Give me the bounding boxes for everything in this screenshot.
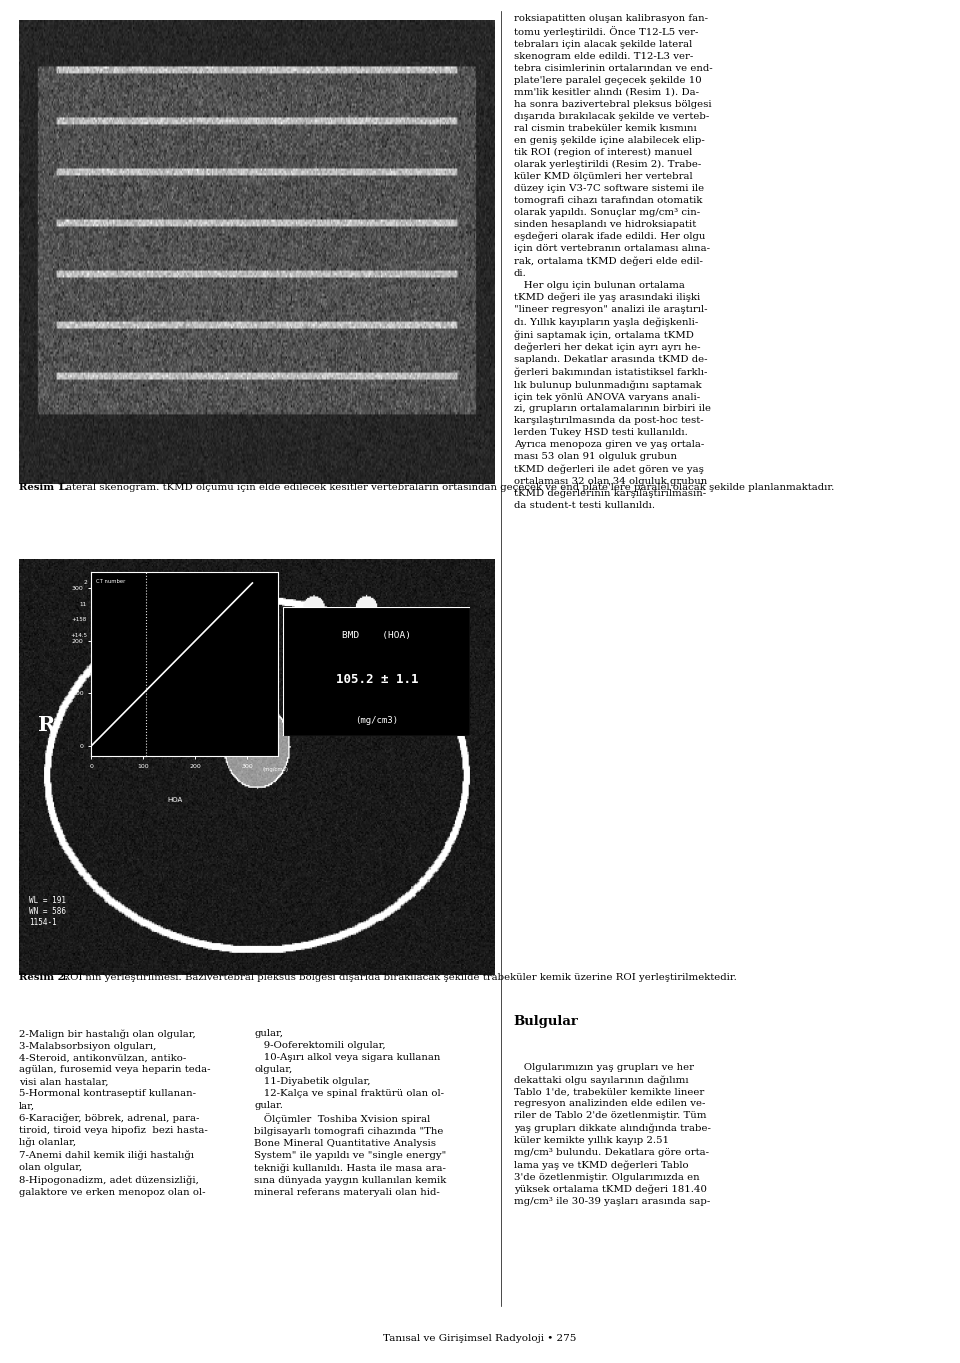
Text: Bulgular: Bulgular (514, 1015, 579, 1029)
Text: WL = 191
WN = 586
1154-1: WL = 191 WN = 586 1154-1 (29, 895, 65, 927)
Text: gular,
   9-Ooferektomili olgular,
   10-Aşırı alkol veya sigara kullanan
olgula: gular, 9-Ooferektomili olgular, 10-Aşırı… (254, 1029, 446, 1197)
Text: +14.5: +14.5 (70, 632, 87, 638)
Text: Tanısal ve Girişimsel Radyoloji • 275: Tanısal ve Girişimsel Radyoloji • 275 (383, 1334, 577, 1343)
Text: 2: 2 (84, 581, 87, 586)
Text: 105.2 ± 1.1: 105.2 ± 1.1 (336, 672, 418, 686)
Text: Olgularımızın yaş grupları ve her
dekattaki olgu sayılarının dağılımı
Tablo 1'de: Olgularımızın yaş grupları ve her dekatt… (514, 1063, 710, 1206)
Text: (mg/cm3): (mg/cm3) (263, 767, 289, 771)
Text: CT number: CT number (96, 579, 126, 583)
Text: ROI'nin yerleştirilmesi. Bazivertebral pleksus bölgesi dışarıda bırakılacak şeki: ROI'nin yerleştirilmesi. Bazivertebral p… (56, 973, 736, 983)
Text: BMD    (HOA): BMD (HOA) (343, 631, 411, 639)
Text: Resim 2.: Resim 2. (19, 973, 68, 983)
Text: 2-Malign bir hastalığı olan olgular,
3-Malabsorbsiyon olguları,
4-Steroid, antik: 2-Malign bir hastalığı olan olgular, 3-M… (19, 1029, 210, 1197)
Text: R: R (38, 716, 56, 735)
Text: (mg/cm3): (mg/cm3) (355, 716, 398, 725)
Text: +158: +158 (72, 617, 87, 623)
Text: 11: 11 (80, 601, 87, 607)
Text: roksiapatitten oluşan kalibrasyon fan-
tomu yerleştirildi. Önce T12-L5 ver-
tebr: roksiapatitten oluşan kalibrasyon fan- t… (514, 14, 712, 510)
Text: Resim 1.: Resim 1. (19, 483, 68, 492)
Text: Lateral skenogram. tKMD ölçümü için elde edilecek kesitler vertebraların ortasın: Lateral skenogram. tKMD ölçümü için elde… (56, 483, 834, 492)
X-axis label: HOA: HOA (168, 797, 183, 803)
